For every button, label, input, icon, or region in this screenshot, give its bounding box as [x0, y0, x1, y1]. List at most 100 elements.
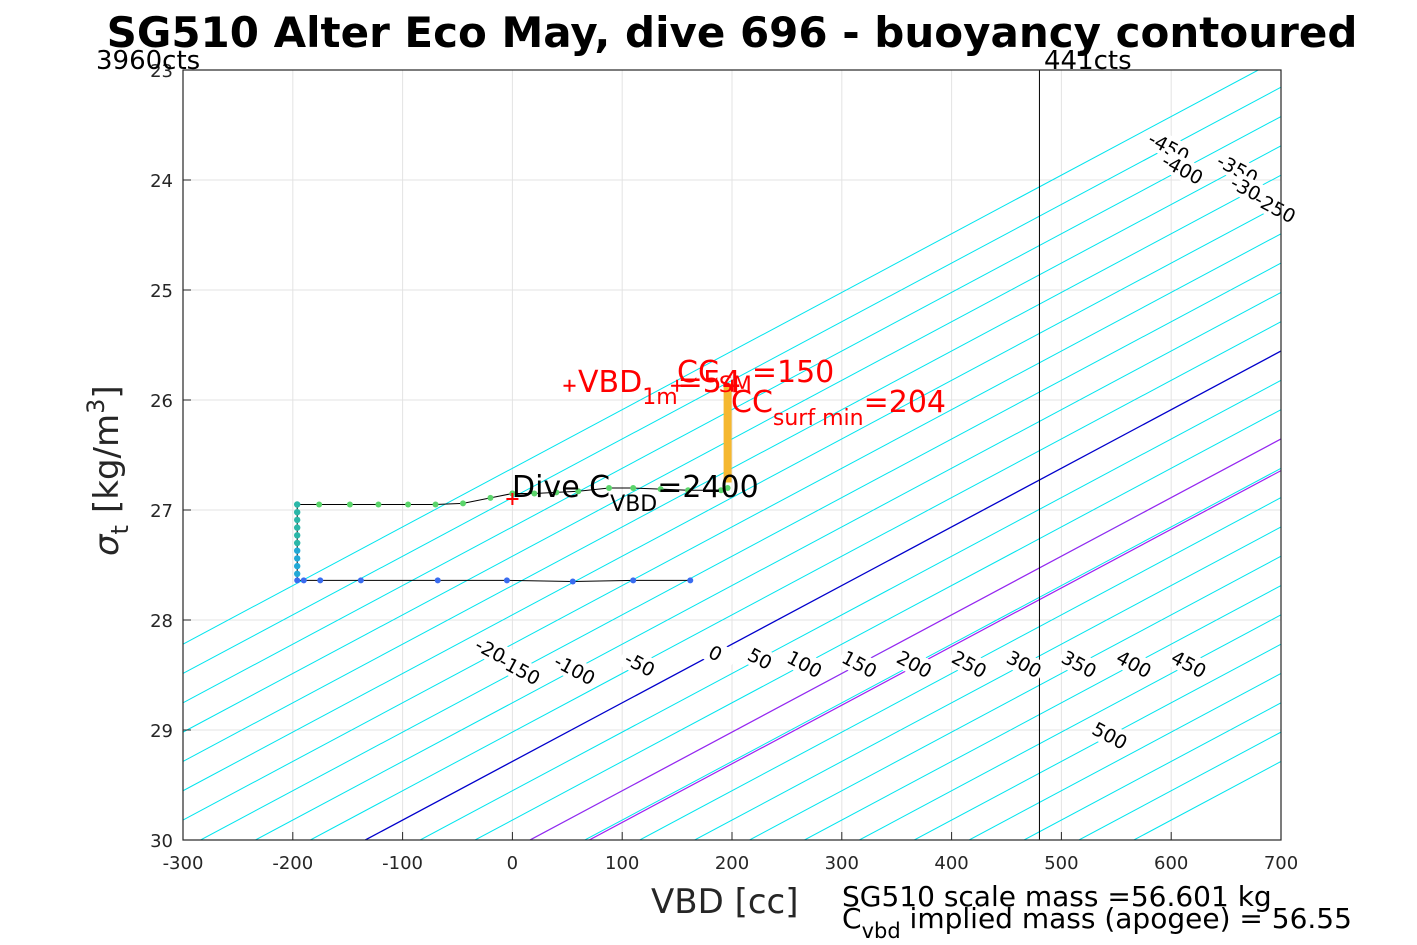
data-point — [300, 577, 307, 584]
contour-label-bg — [891, 644, 938, 684]
x-tick-label: 0 — [507, 853, 518, 874]
data-point — [293, 501, 301, 508]
data-point — [606, 485, 613, 491]
y-label-unit-sup: 3 — [82, 399, 110, 414]
y-tick-label: 28 — [150, 611, 173, 632]
contour-label-bg — [1159, 149, 1206, 189]
vbd-1m-annotation: VBD1m=54 — [578, 365, 741, 410]
data-point — [316, 501, 323, 508]
x-tick-label: 600 — [1154, 853, 1188, 874]
y-label-unit-a: [kg/m — [87, 414, 127, 513]
contour-line — [474, 409, 1281, 840]
data-point — [718, 487, 725, 494]
data-point — [569, 578, 576, 585]
scale-mass-note: SG510 scale mass =56.601 kg — [842, 880, 1272, 913]
x-axis-label: VBD [cc] — [651, 882, 799, 922]
contour-line — [968, 672, 1281, 840]
cc-surf-min-annotation: CCsurf min=204 — [731, 385, 946, 431]
cc-sm-annotation: CCSM=150 — [677, 355, 834, 398]
red-plus-marker — [506, 493, 519, 505]
y-tick-label: 29 — [150, 721, 173, 742]
contour-label-bg — [781, 644, 828, 684]
data-point — [685, 487, 692, 494]
data-point — [630, 485, 637, 491]
data-point — [553, 489, 560, 496]
contour-line — [804, 584, 1281, 840]
dive-profile — [293, 485, 731, 585]
data-point — [293, 570, 301, 577]
data-point — [317, 577, 324, 584]
red-plus-marker — [671, 379, 684, 392]
highlight-contour-line — [529, 438, 1281, 840]
contour-line — [183, 174, 1281, 763]
contour-line — [183, 115, 1281, 704]
implied-mass-note: Cvbd implied mass (apogee) = 56.55 — [842, 902, 1352, 943]
x-tick-label: -100 — [382, 853, 423, 874]
highlight-contour-line — [588, 469, 1281, 840]
data-point — [346, 501, 353, 508]
contour-line — [183, 233, 1281, 821]
dive-cvbd-annotation: Dive CVBD=2400 — [512, 470, 759, 517]
x-tick-label: -300 — [163, 853, 204, 874]
red-plus-marker — [726, 379, 738, 392]
surface-bar — [723, 383, 732, 483]
data-point — [293, 532, 301, 539]
data-point — [293, 547, 301, 554]
contour-label-bg — [551, 650, 598, 689]
y-tick-label: 23 — [150, 61, 173, 82]
contour-label-bg — [1056, 644, 1102, 684]
y-tick-label: 27 — [150, 501, 173, 522]
contour-label-bg — [836, 644, 883, 684]
y-label-symbol: σ — [87, 533, 127, 556]
data-point — [657, 486, 664, 493]
svg-text:σt[kg/m3]: σt [kg/m3] — [82, 385, 134, 556]
contour-line — [200, 262, 1281, 840]
contour-line — [310, 321, 1281, 840]
y-label-unit-b: ] — [87, 385, 127, 398]
contour-label-bg — [737, 639, 783, 678]
contour-line — [183, 86, 1281, 675]
contour-label-bg — [1166, 644, 1212, 684]
data-point — [293, 555, 301, 562]
data-point — [687, 577, 694, 584]
contour-label-bg — [1252, 188, 1299, 227]
data-point — [293, 524, 301, 531]
data-point — [575, 488, 582, 495]
x-axis-ticks: -300 -200 -100 0 100 200 300 400 500 600 700 — [163, 832, 1298, 874]
contour-line — [183, 145, 1281, 733]
x-tick-label: 500 — [1044, 853, 1078, 874]
data-point — [503, 577, 510, 584]
contour-line — [639, 497, 1281, 840]
contour-line — [694, 526, 1281, 840]
contour-label-bg — [1111, 644, 1157, 684]
y-label-sub: t — [106, 525, 134, 534]
contour-line — [364, 350, 1281, 840]
contour-line — [749, 555, 1281, 840]
series-line-dive — [512, 487, 728, 494]
data-point — [293, 539, 301, 547]
contour-label-bg — [946, 644, 993, 684]
x-tick-label: 300 — [825, 853, 859, 874]
contour-line — [419, 379, 1281, 840]
x-tick-label: 400 — [934, 853, 968, 874]
data-point — [375, 501, 382, 508]
y-axis-label: σt [kg/m3] — [82, 385, 134, 556]
buoyancy-contours — [183, 70, 1281, 840]
x-tick-label: 200 — [715, 853, 749, 874]
data-point — [293, 516, 301, 524]
y-tick-label: 24 — [150, 171, 173, 192]
contour-label-bg — [617, 644, 663, 684]
y-axis-ticks: 23 24 25 26 27 28 29 30 — [150, 61, 191, 852]
data-point — [405, 501, 412, 508]
data-point — [293, 562, 301, 570]
surface-range-bar — [723, 383, 732, 483]
data-point — [724, 485, 731, 491]
data-point — [434, 577, 441, 584]
data-point — [459, 500, 466, 507]
y-tick-label: 30 — [150, 831, 173, 852]
red-markers — [506, 379, 738, 505]
contour-line — [914, 643, 1281, 840]
contour-label-bg — [1087, 716, 1133, 755]
contour-line — [859, 614, 1281, 840]
